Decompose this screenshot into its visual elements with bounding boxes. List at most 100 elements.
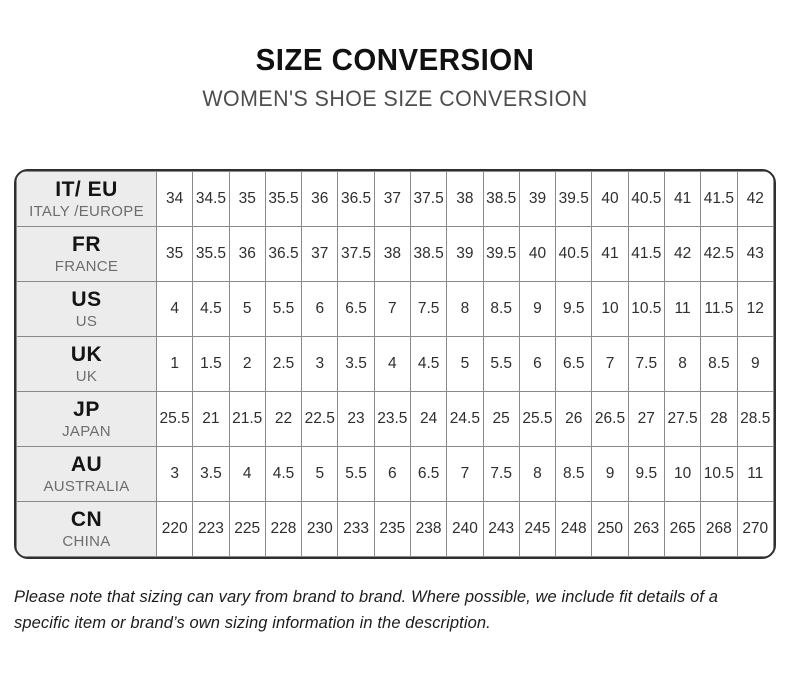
size-value-cell: 38 <box>373 226 411 282</box>
size-value-cell: 4.5 <box>192 281 230 337</box>
size-value-cell: 39.5 <box>482 226 520 282</box>
table-row: UK UK 1 1.5 2 2.5 3 3.5 4 4.5 5 5.5 6 6.5 7 7.5 8 8.5 9 <box>16 336 774 392</box>
size-value-cell: 42 <box>736 171 774 227</box>
size-value-cell: 21 <box>192 391 230 447</box>
size-value-cell: 243 <box>482 501 520 557</box>
size-standard-region: UK <box>75 368 98 386</box>
size-value-cell: 4 <box>155 281 194 337</box>
footer-note: Please note that sizing can vary from br… <box>14 588 718 632</box>
row-header-cell: IT/ EU ITALY /EUROPE <box>16 171 157 227</box>
size-value-cell: 43 <box>736 226 774 282</box>
size-value-cell: 238 <box>409 501 448 557</box>
size-value-cell: 6.5 <box>337 281 375 337</box>
size-value-cell: 1 <box>155 336 194 392</box>
size-value-cell: 5 <box>228 281 266 337</box>
size-standard-code: FR <box>72 232 101 256</box>
size-value-cell: 24.5 <box>446 391 484 447</box>
size-standard-code: IT/ EU <box>55 177 118 201</box>
size-value-cell: 245 <box>518 501 557 557</box>
size-value-cell: 22 <box>264 391 303 447</box>
size-value-cell: 42 <box>663 226 702 282</box>
size-value-cell: 3 <box>301 336 339 392</box>
size-value-cell: 10 <box>663 446 702 502</box>
size-standard-region: CHINA <box>62 533 111 551</box>
size-value-cell: 8 <box>518 446 557 502</box>
table-row: AU AUSTRALIA 3 3.5 4 4.5 5 5.5 6 6.5 7 7.5 8 8.5 9 9.5 1… <box>16 446 774 502</box>
size-value-cell: 28 <box>700 391 738 447</box>
size-value-cell: 248 <box>555 501 593 557</box>
size-value-cell: 3 <box>155 446 194 502</box>
size-value-cell: 9.5 <box>555 281 593 337</box>
size-value-cell: 35 <box>155 226 194 282</box>
size-standard-code: CN <box>70 507 103 531</box>
row-header-cell: FR FRANCE <box>16 226 157 282</box>
page-subtitle: WOMEN'S SHOE SIZE CONVERSION <box>202 86 588 111</box>
size-value-cell: 225 <box>228 501 266 557</box>
size-value-cell: 10.5 <box>627 281 665 337</box>
size-value-cell: 8 <box>663 336 702 392</box>
size-value-cell: 1.5 <box>192 336 230 392</box>
page-title: SIZE CONVERSION <box>255 42 535 77</box>
table-row: JP JAPAN 25.5 21 21.5 22 22.5 23 23.5 24 24.5 25 25.… <box>16 391 774 447</box>
size-value-cell: 230 <box>301 501 339 557</box>
size-value-cell: 23 <box>337 391 375 447</box>
size-value-cell: 240 <box>446 501 484 557</box>
size-value-cell: 26 <box>555 391 593 447</box>
size-value-cell: 7 <box>591 336 629 392</box>
size-value-cell: 9 <box>591 446 629 502</box>
size-value-cell: 35 <box>228 171 266 227</box>
size-value-cell: 263 <box>627 501 665 557</box>
size-value-cell: 6 <box>373 446 411 502</box>
size-value-cell: 5.5 <box>482 336 520 392</box>
row-header-cell: UK UK <box>16 336 157 392</box>
size-value-cell: 10.5 <box>700 446 738 502</box>
size-value-cell: 41 <box>591 226 629 282</box>
size-value-cell: 41.5 <box>627 226 665 282</box>
size-value-cell: 8 <box>446 281 484 337</box>
size-standard-code: US <box>71 287 102 311</box>
size-value-cell: 10 <box>591 281 629 337</box>
size-value-cell: 36.5 <box>264 226 303 282</box>
size-value-cell: 5 <box>446 336 484 392</box>
size-value-cell: 25.5 <box>518 391 557 447</box>
size-conversion-table-body: IT/ EU ITALY /EUROPE 34 34.5 35 35.5 36 36.5 37 3… <box>16 171 774 557</box>
size-value-cell: 35.5 <box>192 226 230 282</box>
size-standard-region: US <box>75 313 98 331</box>
size-value-cell: 22.5 <box>301 391 339 447</box>
size-value-cell: 5 <box>301 446 339 502</box>
size-value-cell: 4.5 <box>264 446 303 502</box>
size-value-cell: 5.5 <box>337 446 375 502</box>
size-value-cell: 235 <box>373 501 411 557</box>
size-value-cell: 34.5 <box>192 171 230 227</box>
row-header-cell: JP JAPAN <box>16 391 157 447</box>
size-value-cell: 223 <box>192 501 230 557</box>
size-standard-region: FRANCE <box>54 258 119 276</box>
size-value-cell: 28.5 <box>736 391 774 447</box>
size-standard-code: UK <box>70 342 103 366</box>
size-value-cell: 36.5 <box>337 171 375 227</box>
row-header-cell: AU AUSTRALIA <box>16 446 157 502</box>
size-value-cell: 228 <box>264 501 303 557</box>
size-value-cell: 40 <box>591 171 629 227</box>
size-value-cell: 36 <box>301 171 339 227</box>
size-value-cell: 7.5 <box>482 446 520 502</box>
size-value-cell: 3.5 <box>192 446 230 502</box>
size-value-cell: 41.5 <box>700 171 738 227</box>
size-value-cell: 220 <box>155 501 194 557</box>
size-value-cell: 40.5 <box>555 226 593 282</box>
size-value-cell: 12 <box>736 281 774 337</box>
size-value-cell: 5.5 <box>264 281 303 337</box>
size-value-cell: 26.5 <box>591 391 629 447</box>
size-value-cell: 11.5 <box>700 281 738 337</box>
size-value-cell: 37.5 <box>409 171 448 227</box>
size-value-cell: 25.5 <box>155 391 194 447</box>
size-value-cell: 270 <box>736 501 774 557</box>
table-row: US US 4 4.5 5 5.5 6 6.5 7 7.5 8 8.5 9 9.5 10 10.5 11 11.5… <box>16 281 774 337</box>
size-value-cell: 6.5 <box>555 336 593 392</box>
size-conversion-page: SIZE CONVERSION WOMEN'S SHOE SIZE CONVER… <box>0 42 790 673</box>
size-value-cell: 7.5 <box>409 281 448 337</box>
size-standard-code: JP <box>73 397 100 421</box>
size-value-cell: 41 <box>663 171 702 227</box>
size-value-cell: 268 <box>700 501 738 557</box>
size-value-cell: 34 <box>155 171 194 227</box>
